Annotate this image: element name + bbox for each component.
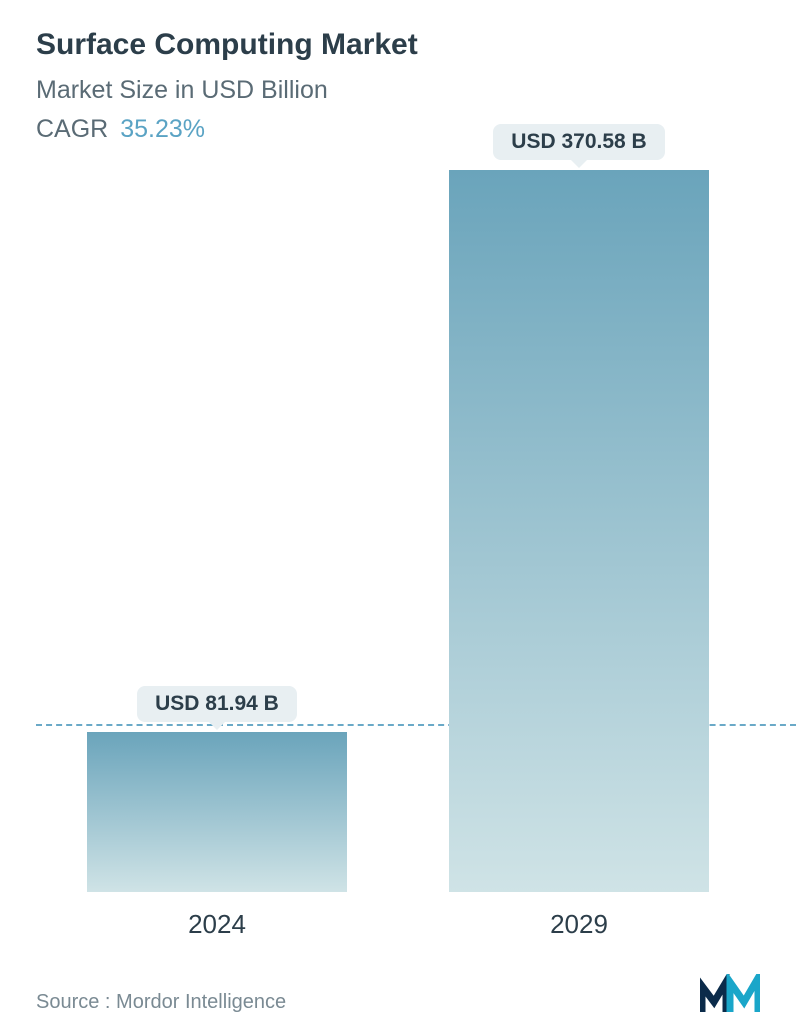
cagr-label: CAGR xyxy=(36,115,108,144)
source-text: Source : Mordor Intelligence xyxy=(36,991,286,1014)
mordor-logo-icon xyxy=(700,974,760,1014)
x-axis: 2024 2029 xyxy=(36,909,760,940)
x-axis-label: 2024 xyxy=(87,909,347,940)
chart-area: USD 81.94 B USD 370.58 B 2024 2029 xyxy=(36,152,760,892)
bar-2024 xyxy=(87,732,347,892)
bar-group-2029: USD 370.58 B xyxy=(449,124,709,892)
bar-value-label: USD 370.58 B xyxy=(493,124,664,160)
bar-2029 xyxy=(449,170,709,892)
cagr-value: 35.23% xyxy=(120,115,205,144)
x-axis-label: 2029 xyxy=(449,909,709,940)
bar-value-label: USD 81.94 B xyxy=(137,686,297,722)
bar-fill xyxy=(87,732,347,892)
chart-subtitle: Market Size in USD Billion xyxy=(36,76,760,105)
chart-title: Surface Computing Market xyxy=(36,28,760,62)
bars-wrap: USD 81.94 B USD 370.58 B xyxy=(36,152,760,892)
chart-container: Surface Computing Market Market Size in … xyxy=(0,0,796,1034)
chart-footer: Source : Mordor Intelligence xyxy=(36,974,760,1014)
bar-fill xyxy=(449,170,709,892)
bar-group-2024: USD 81.94 B xyxy=(87,686,347,892)
